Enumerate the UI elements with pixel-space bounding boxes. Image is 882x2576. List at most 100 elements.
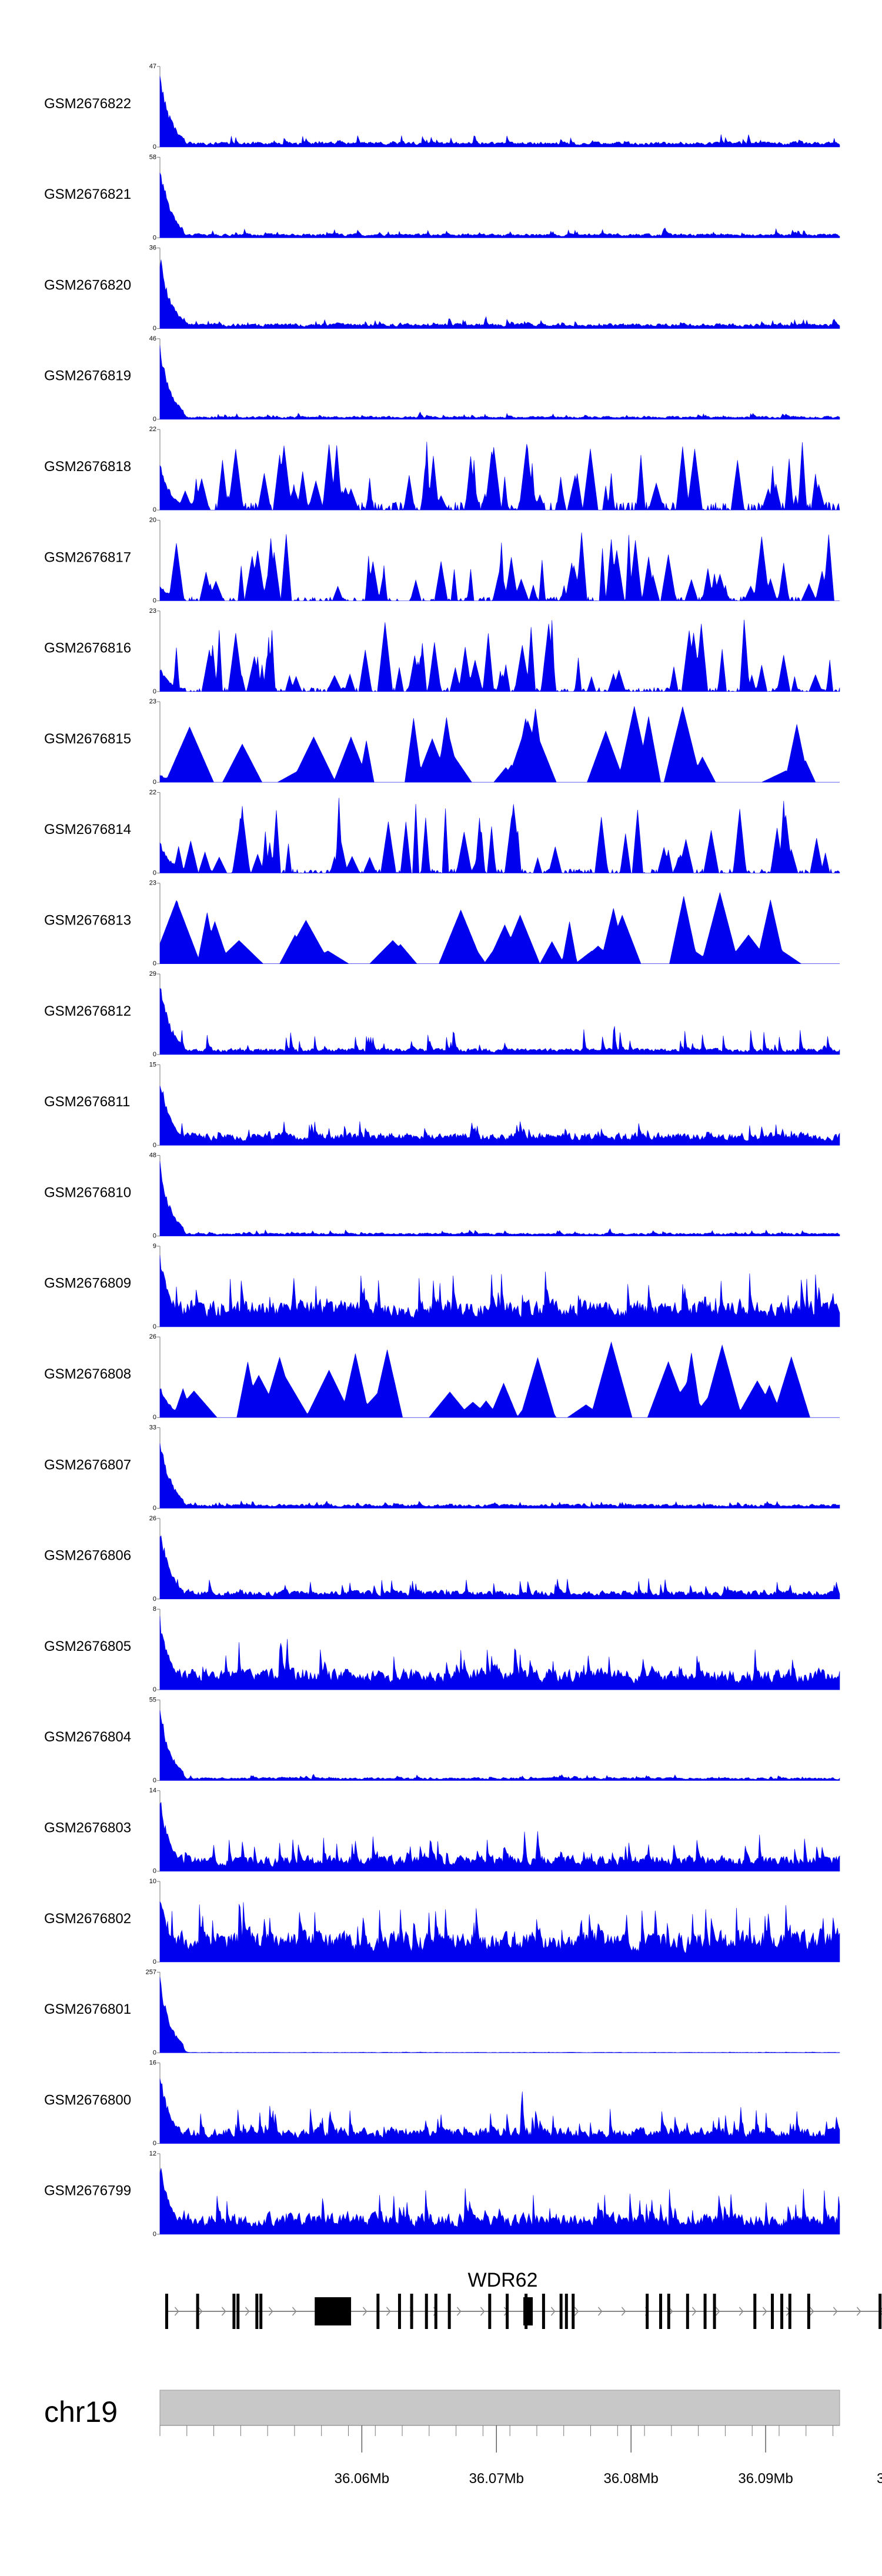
exon [878,2294,882,2329]
coverage-area [159,1901,840,1963]
coverage-area [159,345,840,420]
y-tick-min: 0 [153,960,156,967]
coverage-area [159,442,840,511]
coverage-area [159,798,840,874]
track-label: GSM2676814 [44,822,131,837]
y-tick-max: 26 [149,1515,156,1522]
track-GSM2676800: GSM2676800 16 0 [44,2060,840,2147]
x-tick-label: 36.06Mb [335,2471,389,2487]
track-GSM2676814: GSM2676814 22 0 [44,789,840,876]
y-tick-max: 55 [149,1696,156,1703]
exon [255,2294,259,2329]
exon [559,2294,563,2329]
track-GSM2676801: GSM2676801 257 0 [44,1968,840,2056]
y-tick-min: 0 [153,1777,156,1784]
strand-arrow [739,2307,744,2316]
track-GSM2676802: GSM2676802 10 0 [44,1878,840,1966]
strand-arrow [386,2307,391,2316]
strand-arrow [621,2307,626,2316]
x-tick-label: 36.08Mb [603,2471,658,2487]
track-label: GSM2676808 [44,1366,131,1382]
track-GSM2676819: GSM2676819 46 0 [44,335,840,423]
track-GSM2676817: GSM2676817 20 0 [44,517,840,605]
strand-arrow [198,2307,203,2316]
y-tick-max: 33 [149,1424,156,1432]
coverage-area [159,619,840,692]
y-tick-max: 26 [149,1333,156,1340]
strand-arrow [292,2307,297,2316]
track-GSM2676809: GSM2676809 9 0 [44,1243,840,1330]
strand-arrow [245,2307,250,2316]
exon [807,2294,810,2329]
exon [259,2294,263,2329]
coverage-area [159,2078,840,2144]
exon [236,2294,240,2329]
y-tick-min: 0 [153,1686,156,1693]
strand-arrow [715,2307,720,2316]
track-label: GSM2676821 [44,186,131,202]
y-tick-min: 0 [153,234,156,241]
y-tick-max: 20 [149,517,156,524]
y-tick-max: 9 [153,1243,156,1250]
x-tick-label: 36.09Mb [738,2471,793,2487]
y-tick-min: 0 [153,1233,156,1240]
y-tick-max: 10 [149,1878,156,1885]
y-tick-min: 0 [153,1596,156,1603]
exon [667,2294,670,2329]
y-tick-min: 0 [153,416,156,423]
track-GSM2676816: GSM2676816 23 0 [44,608,840,695]
y-tick-min: 0 [153,144,156,151]
y-tick-max: 48 [149,1152,156,1159]
exon [232,2294,236,2329]
strand-arrow [456,2307,462,2316]
track-GSM2676822: GSM2676822 47 0 [44,63,840,151]
y-tick-max: 8 [153,1606,156,1613]
strand-arrow [880,2307,882,2316]
y-tick-min: 0 [153,1142,156,1149]
exon [659,2294,663,2329]
coverage-area [159,76,840,148]
y-tick-max: 22 [149,789,156,796]
x-tick-label: 36.1Mb [877,2471,882,2487]
exon-block [523,2297,533,2325]
y-tick-min: 0 [153,1323,156,1330]
exon [780,2294,784,2329]
track-label: GSM2676822 [44,96,131,112]
y-tick-min: 0 [153,1958,156,1966]
strand-arrow [691,2307,697,2316]
track-label: GSM2676810 [44,1184,131,1200]
coverage-area [159,1801,840,1871]
exon [397,2294,401,2329]
strand-arrow [221,2307,226,2316]
track-label: GSM2676818 [44,459,131,475]
track-label: GSM2676820 [44,277,131,293]
track-label: GSM2676816 [44,640,131,656]
y-tick-max: 29 [149,970,156,977]
y-tick-max: 47 [149,63,156,70]
track-GSM2676810: GSM2676810 48 0 [44,1152,840,1240]
coverage-area [159,1161,840,1236]
track-GSM2676820: GSM2676820 36 0 [44,245,840,332]
coverage-area [159,1616,840,1690]
gene-track: WDR62 [165,2269,882,2329]
strand-arrow [809,2307,814,2316]
strand-arrow [762,2307,767,2316]
track-label: GSM2676801 [44,2001,131,2017]
exon [753,2294,757,2329]
coverage-area [159,2168,840,2235]
y-tick-min: 0 [153,598,156,605]
track-label: GSM2676809 [44,1276,131,1292]
coverage-tracks: GSM2676822470GSM2676821580GSM2676820360G… [44,63,840,2238]
exon [646,2294,649,2329]
exon [434,2294,437,2329]
track-GSM2676812: GSM2676812 29 0 [44,970,840,1058]
x-tick-label: 36.07Mb [469,2471,524,2487]
exon [410,2294,413,2329]
y-tick-max: 257 [146,1968,156,1976]
coverage-area [159,706,840,783]
y-tick-min: 0 [153,506,156,513]
track-label: GSM2676799 [44,2183,131,2199]
y-tick-min: 0 [153,2140,156,2147]
track-GSM2676821: GSM2676821 58 0 [44,154,840,241]
